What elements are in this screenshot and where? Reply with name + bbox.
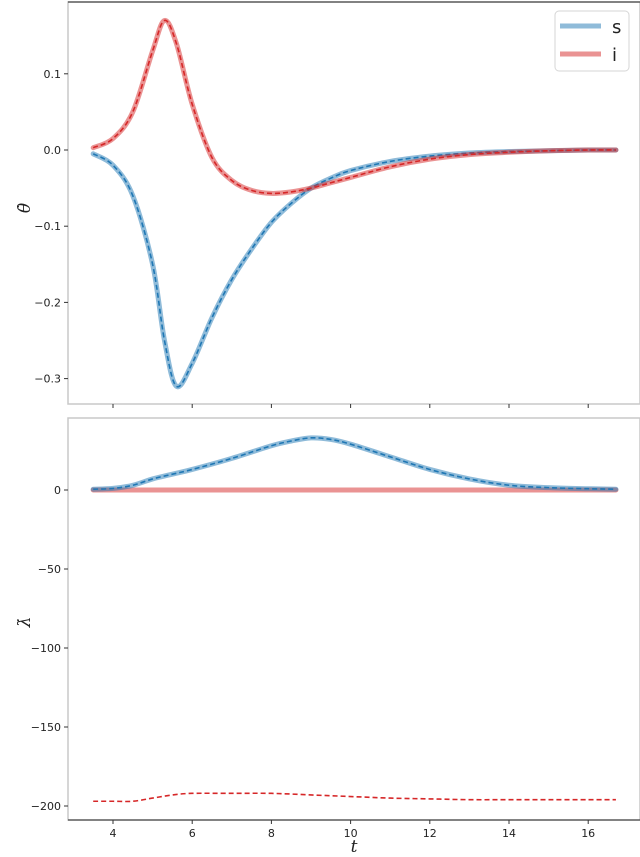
top-y-axis-label: θ̇: [15, 203, 35, 213]
y-tick-label: 0: [54, 484, 61, 497]
y-tick-label: −0.2: [34, 296, 61, 309]
series-s-dashed-line: [93, 437, 616, 491]
top-axes-frame: [67, 1, 640, 405]
bottom-axes: 0 −50 −100 −150 −200 4 6 8 10 12 14 16 λ̇ t: [15, 417, 640, 857]
top-axes: 0.1 0.0 −0.1 −0.2 −0.3 θ̇: [15, 1, 640, 408]
bottom-y-axis-label: λ̇: [15, 617, 35, 629]
series-i-ref-dashed-line: [93, 792, 616, 803]
y-tick-label: −200: [31, 800, 61, 813]
x-axis-label: t: [351, 837, 358, 857]
legend-label-s: s: [612, 17, 621, 38]
y-tick-label: −0.1: [34, 220, 61, 233]
bottom-x-ticks: 4 6 8 10 12 14 16: [110, 820, 595, 840]
x-tick-label: 4: [110, 827, 117, 840]
y-tick-label: −0.3: [34, 373, 61, 386]
bottom-plot-lines: [90, 435, 619, 803]
series-s-line: [90, 147, 619, 390]
y-tick-label: −50: [38, 563, 61, 576]
legend-label-i: i: [612, 45, 617, 66]
y-tick-label: −150: [31, 721, 61, 734]
top-x-ticks: [112, 404, 589, 408]
y-tick-label: 0.0: [44, 144, 62, 157]
legend: s i: [554, 10, 630, 72]
bottom-y-ticks: 0 −50 −100 −150 −200: [31, 484, 68, 813]
top-y-ticks: 0.1 0.0 −0.1 −0.2 −0.3: [34, 68, 68, 386]
x-tick-label: 12: [423, 827, 437, 840]
x-tick-label: 8: [268, 827, 275, 840]
x-tick-label: 14: [502, 827, 516, 840]
series-s-line: [90, 435, 619, 492]
x-tick-label: 6: [189, 827, 196, 840]
series-s-dashed-line: [92, 149, 616, 388]
top-plot-lines: [90, 17, 619, 390]
y-tick-label: 0.1: [44, 68, 62, 81]
y-tick-label: −100: [31, 642, 61, 655]
x-tick-label: 10: [344, 827, 358, 840]
x-tick-label: 16: [581, 827, 595, 840]
series-i-dashed-line: [92, 19, 616, 195]
